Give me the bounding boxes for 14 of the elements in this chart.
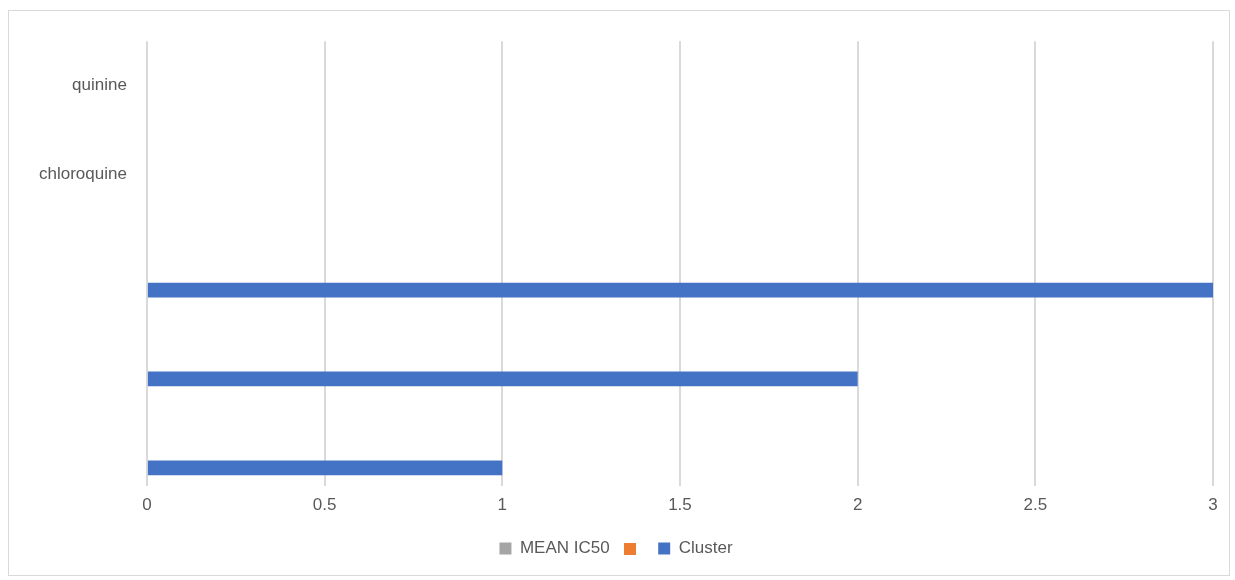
x-tick-label: 2 <box>852 495 863 515</box>
x-tick-label: 0.5 <box>312 495 337 515</box>
bar <box>147 460 503 476</box>
x-tick-label: 2.5 <box>1023 495 1048 515</box>
y-tick-label: quinine <box>72 75 127 95</box>
bar <box>147 282 1213 298</box>
bar <box>147 371 858 387</box>
x-tick-label: 1.5 <box>668 495 692 515</box>
x-tick-label: 1 <box>497 495 507 515</box>
legend-label: MEAN IC50 <box>519 538 610 558</box>
x-tick-label: 0 <box>142 495 152 515</box>
x-tick-label: 3 <box>1208 495 1218 515</box>
y-tick-label: chloroquine <box>38 164 127 184</box>
legend-label: Cluster <box>678 538 733 558</box>
